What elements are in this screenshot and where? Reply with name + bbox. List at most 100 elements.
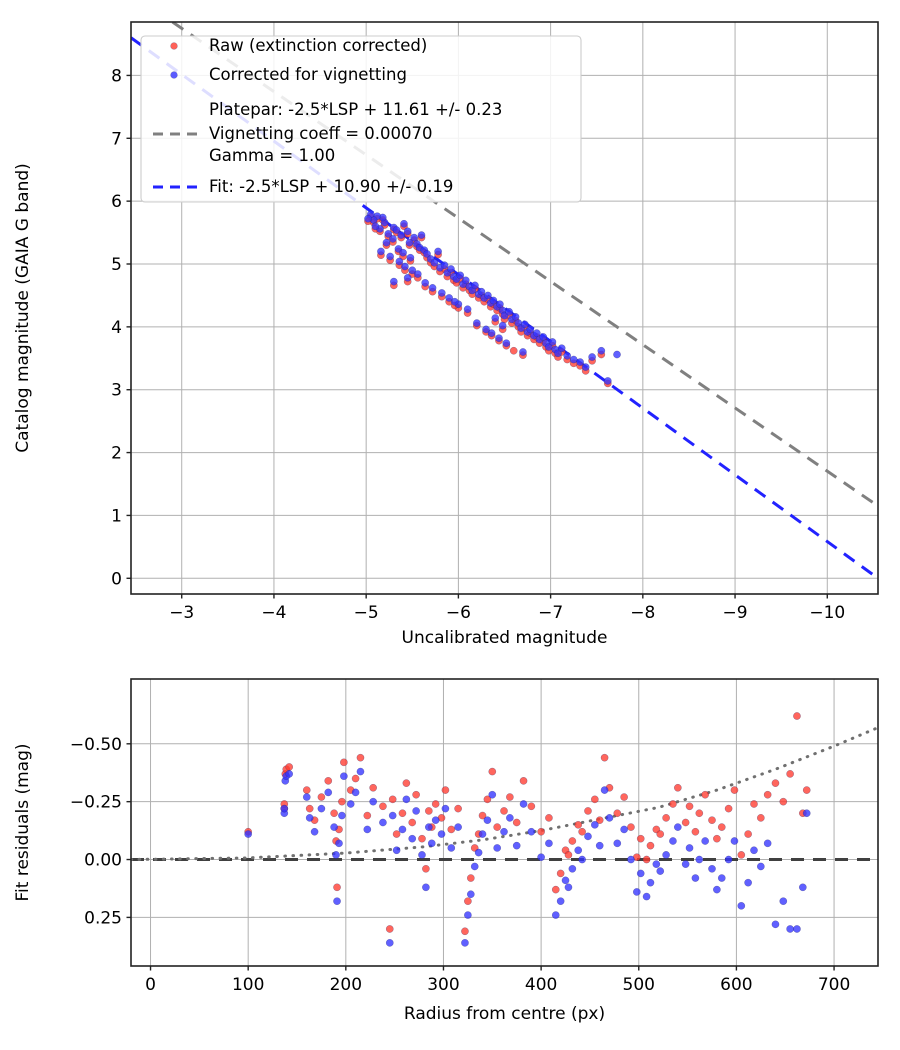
data-point xyxy=(461,927,469,936)
data-point xyxy=(392,830,401,838)
data-point xyxy=(498,321,507,330)
data-point xyxy=(574,846,583,855)
bottom-panel-xticklabel: 100 xyxy=(232,975,264,995)
legend-label: Vignetting coeff = 0.00070 xyxy=(209,124,433,143)
data-point xyxy=(632,888,641,896)
data-point xyxy=(472,319,481,327)
data-point xyxy=(317,804,326,813)
bottom-panel-axis-ticks: 0 100 200 300 400 500 600 700 0.25 0.00 −0.25 −0.50 xyxy=(70,735,850,995)
data-point xyxy=(595,816,604,825)
top-panel-yticklabel: 0 xyxy=(111,569,122,589)
top-panel-series-corrected-for-vignetting xyxy=(364,210,621,385)
data-point xyxy=(384,229,393,238)
data-point xyxy=(519,800,528,808)
data-point xyxy=(509,346,518,355)
data-point xyxy=(340,758,348,767)
legend-entry: Raw (extinction corrected) xyxy=(170,36,427,55)
data-point xyxy=(461,276,470,285)
data-point xyxy=(691,874,700,882)
data-point xyxy=(545,839,553,848)
data-point xyxy=(588,353,596,361)
data-point xyxy=(713,834,721,843)
bottom-panel-gridlines xyxy=(131,679,878,966)
data-point xyxy=(744,830,752,838)
data-point xyxy=(422,864,430,873)
data-point xyxy=(495,334,503,343)
bottom-panel-xticklabel: 600 xyxy=(720,975,752,995)
data-point xyxy=(412,790,420,799)
data-point xyxy=(613,350,621,359)
data-point xyxy=(763,839,772,848)
data-point xyxy=(428,284,437,292)
top-panel-yticklabel: 8 xyxy=(111,66,122,86)
data-point xyxy=(662,851,670,859)
legend-label: Gamma = 1.00 xyxy=(209,146,335,165)
data-point xyxy=(470,862,479,871)
data-point xyxy=(724,804,733,813)
data-point xyxy=(482,325,490,334)
data-point xyxy=(402,795,411,804)
data-point xyxy=(537,827,545,836)
data-point xyxy=(430,258,439,267)
data-point xyxy=(330,809,338,818)
top-panel-xticklabel: −3 xyxy=(169,603,194,623)
data-point xyxy=(756,862,765,871)
data-point xyxy=(771,779,780,788)
bottom-panel-series-corrected-for-vignetting xyxy=(244,767,811,947)
top-panel-xticklabel: −7 xyxy=(538,603,563,623)
data-point xyxy=(511,312,520,321)
data-point xyxy=(427,839,436,848)
data-point xyxy=(471,281,479,290)
data-point xyxy=(717,823,726,831)
data-point xyxy=(421,279,430,287)
data-point xyxy=(539,333,548,341)
data-point xyxy=(584,807,592,815)
data-point xyxy=(466,874,475,882)
data-point xyxy=(506,814,514,822)
data-point xyxy=(669,837,677,845)
data-point xyxy=(369,783,378,792)
data-point xyxy=(395,257,404,266)
data-point xyxy=(786,925,794,933)
data-point xyxy=(613,809,622,818)
data-point xyxy=(385,925,394,933)
data-point xyxy=(548,338,557,346)
data-point xyxy=(403,273,412,282)
data-point xyxy=(423,250,431,258)
data-point xyxy=(564,883,573,892)
data-point xyxy=(656,867,665,875)
data-point xyxy=(519,776,528,785)
data-point xyxy=(478,811,487,820)
data-point xyxy=(454,804,462,813)
data-point xyxy=(310,827,319,836)
data-point xyxy=(418,851,426,859)
data-point xyxy=(578,827,586,836)
data-point xyxy=(568,837,577,845)
data-point xyxy=(447,265,455,273)
data-point xyxy=(330,823,338,831)
data-point xyxy=(478,830,487,838)
data-point xyxy=(371,222,380,231)
data-point xyxy=(379,802,387,811)
data-point xyxy=(798,883,807,892)
data-point xyxy=(377,247,385,256)
data-point xyxy=(691,827,700,836)
data-point xyxy=(652,860,661,869)
data-point xyxy=(285,770,294,778)
data-point xyxy=(413,270,422,278)
data-point xyxy=(526,325,535,334)
data-point xyxy=(584,832,592,841)
top-panel-yticklabel: 5 xyxy=(111,255,122,275)
top-panel-yticklabel: 2 xyxy=(111,444,122,464)
data-point xyxy=(620,825,628,834)
data-point xyxy=(578,855,586,864)
data-point xyxy=(402,779,411,788)
data-point xyxy=(317,793,326,801)
data-point xyxy=(385,939,394,947)
data-point xyxy=(399,248,407,257)
data-point xyxy=(793,712,801,720)
data-point xyxy=(450,297,459,306)
data-point xyxy=(581,363,590,371)
